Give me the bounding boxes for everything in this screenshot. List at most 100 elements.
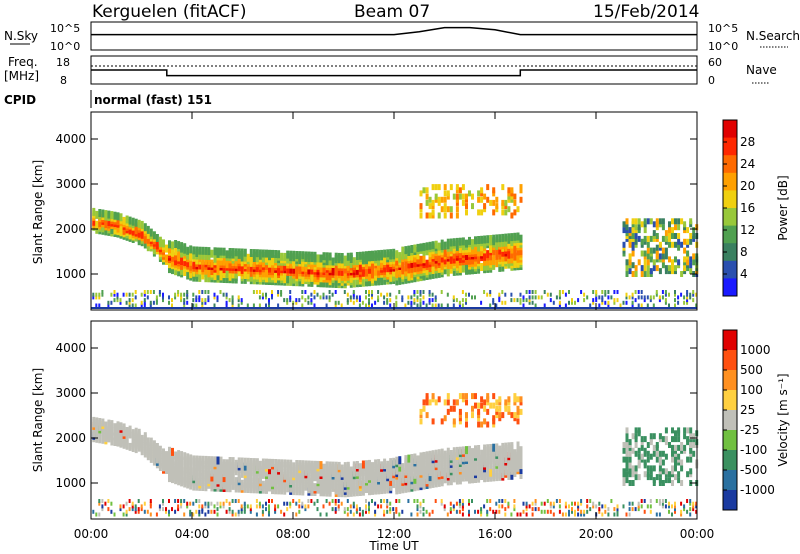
near-range-cell [280,509,283,514]
near-range-cell [371,290,373,294]
y-tick-label: 4000 [55,341,86,355]
echo-cell [371,250,374,259]
echo-cell [113,423,117,432]
echo-cell [446,238,450,247]
near-range-cell [271,290,273,294]
near-range-cell [640,499,643,503]
near-range-cell [692,507,695,512]
echo-cell [122,435,126,444]
echo-cell [352,257,356,266]
echo-cell [346,486,350,495]
late-echo-cell [680,480,684,486]
echo-cell [240,479,244,488]
near-range-cell [192,501,195,506]
echo-cell [231,469,235,478]
echo-cell [437,255,441,263]
late-echo-cell [655,244,659,251]
near-range-cell [213,504,216,509]
late-echo-cell [661,247,665,254]
near-range-cell [571,507,573,512]
late-echo-cell [628,468,632,475]
upper-echo-cell [471,203,474,210]
echo-cell [410,245,414,253]
near-range-cell [352,295,355,300]
echo-cell [425,451,429,460]
near-range-cell [680,292,683,297]
late-echo-cell [668,477,671,484]
near-range-cell [416,295,419,300]
near-range-cell [543,509,546,514]
near-range-cell [162,295,164,300]
near-range-cell [183,499,186,503]
near-range-cell [231,303,234,308]
echo-cell [95,417,99,426]
echo-cell [152,231,156,240]
upper-echo-cell [507,399,511,406]
near-range-cell [664,300,667,305]
echo-cell [255,485,259,494]
near-range-cell [674,303,676,308]
near-range-cell [395,303,398,308]
upper-echo-cell [519,187,523,194]
colorbar-tick-label: 25 [740,403,755,417]
x-tick-label: 20:00 [579,527,614,541]
near-range-cell [313,290,316,294]
power-ylabel: Slant Range [km] [31,160,45,264]
late-echo-cell [671,465,674,472]
upper-echo-cell [431,209,435,216]
near-range-cell [107,507,110,512]
echo-cell [307,460,311,469]
colorbar-tick-label: -1000 [740,483,775,497]
near-range-cell [519,512,522,517]
near-range-cell [592,298,595,303]
near-range-cell [204,300,207,305]
echo-cell [198,273,202,282]
near-range-cell [104,501,107,506]
near-range-cell [280,290,283,294]
near-range-cell [149,512,152,517]
echo-cell [143,233,147,242]
echo-cell [298,251,302,260]
echo-cell [480,243,484,252]
nave-tick-high: 60 [708,56,722,69]
near-range-cell [458,504,461,509]
near-range-cell [143,509,146,514]
echo-cell [510,442,514,451]
echo-cell [213,272,217,281]
echo-cell [265,267,268,275]
near-range-cell [292,300,295,305]
echo-cell [189,257,193,266]
near-range-cell [507,504,510,509]
freq-tick-high: 18 [56,56,70,69]
near-range-cell [504,512,507,517]
echo-cell [292,250,296,259]
near-range-cell [613,507,616,512]
echo-cell [334,265,338,274]
near-range-cell [365,504,367,509]
upper-echo-cell [431,199,435,206]
upper-echo-cell [465,393,468,400]
near-range-cell [158,290,161,294]
echo-cell [192,261,196,270]
near-range-cell [455,509,458,514]
near-range-cell [592,501,595,506]
echo-cell [410,468,414,477]
late-echo-cell [658,218,662,225]
near-range-cell [664,499,667,503]
colorbar-tick-label: 1000 [740,343,771,357]
near-range-cell [198,298,201,303]
near-range-cell [658,295,661,300]
echo-cell [189,461,193,470]
upper-echo-cell [465,421,468,428]
echo-cell [174,461,178,470]
upper-echo-cell [446,206,450,213]
echo-cell [219,478,223,487]
near-range-cell [265,292,267,297]
late-echo-cell [646,259,650,266]
echo-cell [325,461,329,470]
upper-echo-cell [516,405,520,412]
near-range-cell [598,509,601,514]
echo-cell [355,276,359,285]
echo-cell [195,455,199,464]
near-range-cell [271,292,273,297]
